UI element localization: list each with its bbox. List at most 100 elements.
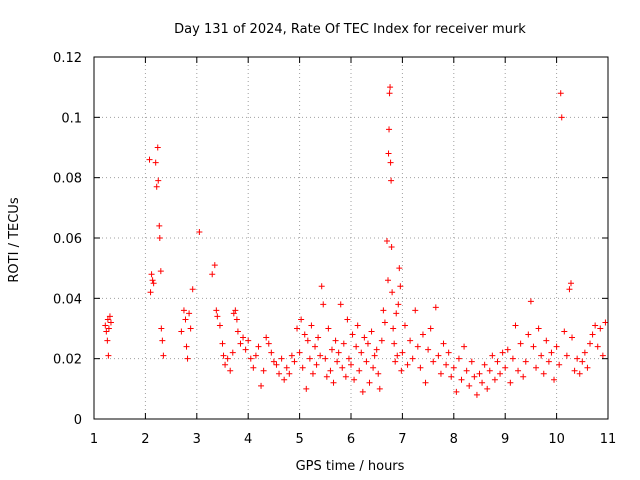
data-point xyxy=(156,222,163,229)
y-tick-label: 0.06 xyxy=(53,232,82,247)
data-point xyxy=(276,370,283,377)
x-tick-label: 10 xyxy=(548,432,565,447)
data-point xyxy=(557,90,564,97)
y-tick-label: 0.1 xyxy=(61,111,82,126)
data-point xyxy=(569,334,576,341)
data-point xyxy=(407,337,414,344)
data-point xyxy=(147,289,154,296)
data-point xyxy=(427,325,434,332)
data-point xyxy=(306,355,313,362)
data-point xyxy=(104,337,111,344)
data-point xyxy=(327,367,334,374)
data-point xyxy=(387,84,394,91)
data-point xyxy=(351,376,358,383)
data-point xyxy=(303,385,310,392)
x-tick-label: 8 xyxy=(450,432,458,447)
data-point xyxy=(178,328,185,335)
data-point xyxy=(563,352,570,359)
data-point xyxy=(312,343,319,350)
data-point xyxy=(334,358,341,365)
data-point xyxy=(102,322,109,329)
data-point xyxy=(270,358,277,365)
data-point xyxy=(422,379,429,386)
data-point xyxy=(385,277,392,284)
data-point xyxy=(404,361,411,368)
data-point xyxy=(512,322,519,329)
data-point xyxy=(383,238,390,245)
data-point xyxy=(535,325,542,332)
data-point xyxy=(358,349,365,356)
data-point xyxy=(551,376,558,383)
data-point xyxy=(486,367,493,374)
data-point xyxy=(105,352,112,359)
data-point xyxy=(234,328,241,335)
data-point xyxy=(242,346,249,353)
data-point xyxy=(281,376,288,383)
data-point xyxy=(527,298,534,305)
data-point xyxy=(556,361,563,368)
data-point xyxy=(392,358,399,365)
data-point xyxy=(561,328,568,335)
data-point xyxy=(156,235,163,241)
data-point xyxy=(220,352,227,359)
data-point xyxy=(342,373,349,380)
data-point xyxy=(574,355,581,362)
data-point xyxy=(318,283,325,290)
data-point xyxy=(328,346,335,353)
x-tick-label: 1 xyxy=(90,432,98,447)
data-point xyxy=(558,114,565,121)
data-point xyxy=(366,379,373,386)
y-tick-label: 0.12 xyxy=(53,51,82,66)
data-point xyxy=(579,358,586,365)
data-point xyxy=(538,352,545,359)
data-point xyxy=(401,322,408,329)
data-point xyxy=(399,349,406,356)
data-point xyxy=(182,316,189,323)
data-point xyxy=(148,271,155,278)
x-tick-label: 2 xyxy=(141,432,149,447)
data-point xyxy=(463,367,470,374)
data-point xyxy=(104,316,111,323)
data-point xyxy=(184,355,191,362)
x-tick-labels: 1 2 3 4 5 6 7 8 9 10 11 xyxy=(90,432,616,447)
data-point xyxy=(388,244,395,251)
data-point xyxy=(571,367,578,374)
data-point xyxy=(268,349,275,356)
data-point xyxy=(491,376,498,383)
data-point xyxy=(448,373,455,380)
data-point xyxy=(386,90,393,97)
data-point xyxy=(445,349,452,356)
data-point xyxy=(209,271,216,278)
data-point xyxy=(286,370,293,377)
y-tick-labels: 0 0.02 0.04 0.06 0.08 0.1 0.12 xyxy=(53,51,82,428)
data-point xyxy=(361,334,368,341)
data-point xyxy=(576,370,583,377)
data-point xyxy=(370,364,377,371)
data-point xyxy=(468,358,475,365)
data-point xyxy=(330,379,337,386)
data-point xyxy=(380,307,387,314)
data-point xyxy=(440,340,447,347)
data-point xyxy=(230,310,237,317)
data-point xyxy=(105,325,112,332)
data-point xyxy=(387,159,394,166)
data-point xyxy=(592,322,599,329)
data-point xyxy=(340,340,347,347)
axis-ticks xyxy=(93,56,609,420)
data-point xyxy=(390,325,397,332)
data-point xyxy=(363,358,370,365)
data-point xyxy=(385,150,392,157)
data-point xyxy=(159,337,166,344)
data-point xyxy=(250,364,257,371)
data-point xyxy=(315,334,322,341)
data-point xyxy=(368,328,375,335)
data-point xyxy=(301,331,308,338)
data-point xyxy=(378,337,385,344)
y-tick-label: 0.08 xyxy=(53,172,82,187)
x-tick-label: 11 xyxy=(600,432,617,447)
data-point xyxy=(213,307,220,314)
y-tick-label: 0.02 xyxy=(53,353,82,368)
x-tick-label: 3 xyxy=(193,432,201,447)
data-point xyxy=(515,367,522,374)
data-point xyxy=(294,325,301,332)
